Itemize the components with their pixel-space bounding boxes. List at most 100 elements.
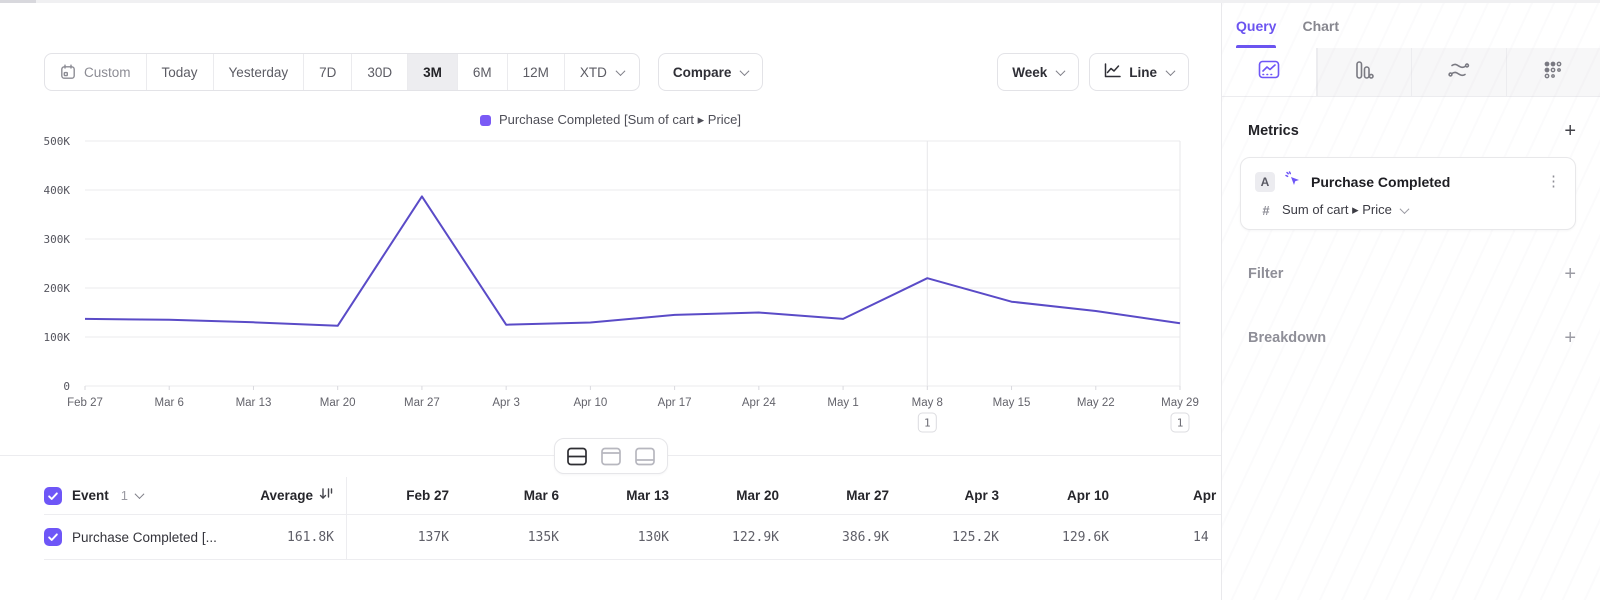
x-axis-tick-label: Mar 6 <box>155 397 184 409</box>
y-axis-tick-label: 0 <box>63 380 70 393</box>
report-canvas: Custom Today Yesterday 7D 30D 3M 6M 12M XTD Comp… <box>0 3 1222 600</box>
add-breakdown-button[interactable]: + <box>1564 327 1576 349</box>
layout-table-only-button[interactable] <box>631 444 659 468</box>
compare-button[interactable]: Compare <box>657 53 764 91</box>
table-cell-value: 125.2K <box>952 529 999 545</box>
average-column-header: Average <box>260 488 313 503</box>
table-cell-value: 129.6K <box>1062 529 1109 545</box>
svg-text:1: 1 <box>1177 417 1184 430</box>
chevron-down-icon <box>1165 65 1176 76</box>
average-value: 161.8K <box>287 529 334 545</box>
table-cell-value: 137K <box>417 529 449 545</box>
x-axis-tick-label: May 1 <box>827 397 858 409</box>
row-label: Purchase Completed [... <box>72 529 217 545</box>
x-axis-tick-label: Mar 13 <box>236 397 272 409</box>
date-range-segmented-control: Custom Today Yesterday 7D 30D 3M 6M 12M XTD <box>44 53 640 91</box>
x-axis-tick-label: Mar 27 <box>404 397 440 409</box>
event-click-icon <box>1284 170 1302 193</box>
layout-split-button[interactable] <box>562 444 591 468</box>
range-6m[interactable]: 6M <box>458 54 508 90</box>
date-column-headers: Feb 27 Mar 6 Mar 13 Mar 20 Mar 27 Apr 3 Apr 10… <box>347 488 1221 503</box>
table-cell-value: 130K <box>637 529 669 545</box>
chart-type-label: Line <box>1129 64 1157 80</box>
chart-legend[interactable]: Purchase Completed [Sum of cart ▸ Price] <box>0 112 1221 128</box>
range-custom[interactable]: Custom <box>45 54 147 90</box>
metrics-heading: Metrics <box>1248 123 1299 139</box>
panel-tabs: Query Chart <box>1222 3 1600 48</box>
range-yesterday[interactable]: Yesterday <box>214 54 305 90</box>
y-axis-tick-label: 300K <box>44 233 71 246</box>
x-axis-tick-label: Mar 20 <box>320 397 356 409</box>
x-axis-tick-label: May 15 <box>993 397 1031 409</box>
range-today[interactable]: Today <box>147 54 214 90</box>
svg-text:1: 1 <box>924 417 931 430</box>
range-30d[interactable]: 30D <box>352 54 409 90</box>
y-axis-tick-label: 500K <box>44 135 71 148</box>
scroll-indicator <box>0 0 36 3</box>
event-column-header: Event <box>72 488 109 503</box>
metric-series-badge: A <box>1255 171 1275 192</box>
x-axis-tick-label: Apr 24 <box>742 397 776 409</box>
date-column-header: Mar 27 <box>846 488 889 503</box>
legend-label: Purchase Completed [Sum of cart ▸ Price] <box>498 112 742 127</box>
x-axis-tick-label: Apr 10 <box>573 397 607 409</box>
chart-type-funnel-dots[interactable] <box>1505 48 1600 96</box>
range-3m[interactable]: 3M <box>408 54 458 90</box>
calendar-icon <box>60 64 76 80</box>
y-axis-tick-label: 100K <box>44 331 71 344</box>
date-column-header: Apr 3 <box>964 488 999 503</box>
insights-line-icon <box>1258 60 1280 84</box>
chart-type-bar[interactable] <box>1316 48 1411 96</box>
annotation-badge[interactable]: 1 <box>1170 412 1190 433</box>
x-axis-tick-label: Apr 17 <box>658 397 692 409</box>
add-metric-button[interactable]: + <box>1564 120 1576 142</box>
aggregation-selector[interactable]: Sum of cart ▸ Price <box>1282 202 1410 218</box>
layout-chart-only-button[interactable] <box>597 444 625 468</box>
chevron-down-icon[interactable] <box>134 489 145 500</box>
interval-button[interactable]: Week <box>997 53 1080 91</box>
x-axis-tick-label: May 29 <box>1161 397 1199 409</box>
x-axis-tick-label: May 22 <box>1077 397 1115 409</box>
date-column-header: Feb 27 <box>406 488 449 503</box>
chart-type-insights-line[interactable] <box>1222 48 1317 96</box>
line-chart: 0 100K 200K 300K 400K 500K Feb 27 Mar 6 Mar 13 Ma… <box>0 130 1221 440</box>
date-column-header: Apr <box>1193 488 1217 503</box>
table-cell-value: 14 <box>1193 529 1209 545</box>
range-7d[interactable]: 7D <box>304 54 353 90</box>
chevron-down-icon <box>615 65 626 76</box>
date-column-header: Mar 13 <box>626 488 669 503</box>
chevron-down-icon <box>1399 203 1410 214</box>
chart-type-button[interactable]: Line <box>1089 53 1189 91</box>
annotation-badge[interactable]: 1 <box>917 412 937 433</box>
breakdown-heading: Breakdown <box>1248 330 1327 346</box>
filter-heading: Filter <box>1248 266 1284 282</box>
table-cell-value: 386.9K <box>842 529 889 545</box>
table-header-row: Event 1 Average Feb 27 Mar 6 Mar 13 Mar 20 M… <box>44 477 1221 515</box>
flow-icon <box>1448 61 1470 84</box>
range-12m[interactable]: 12M <box>508 54 565 90</box>
tab-query[interactable]: Query <box>1236 3 1277 48</box>
row-checkbox[interactable] <box>44 528 62 546</box>
date-values: 137K 135K 130K 122.9K 386.9K 125.2K 129.6K 14 <box>347 530 1221 545</box>
line-chart-svg: 0 100K 200K 300K 400K 500K Feb 27 Mar 6 Mar 13 Ma… <box>44 135 1199 433</box>
series-line <box>84 195 1181 327</box>
legend-swatch <box>479 114 491 126</box>
sort-icon[interactable] <box>319 486 334 506</box>
x-axis-tick-label: Apr 3 <box>492 397 520 409</box>
add-filter-button[interactable]: + <box>1564 263 1576 285</box>
range-xtd[interactable]: XTD <box>565 54 639 90</box>
select-all-checkbox[interactable] <box>44 486 62 505</box>
page-top-scroll-strip <box>0 0 1600 3</box>
chevron-down-icon <box>739 65 750 76</box>
y-axis-tick-label: 400K <box>44 184 71 197</box>
funnel-dots-icon <box>1543 60 1563 85</box>
metric-menu-icon[interactable]: ⋮ <box>1546 173 1561 190</box>
event-count: 1 <box>120 488 128 503</box>
results-table: Event 1 Average Feb 27 Mar 6 Mar 13 Mar 20 M… <box>44 477 1221 560</box>
table-cell-value: 135K <box>527 529 559 545</box>
chart-type-flow[interactable] <box>1411 48 1506 96</box>
metric-name[interactable]: Purchase Completed <box>1311 173 1451 190</box>
tab-chart[interactable]: Chart <box>1302 17 1340 34</box>
number-property-icon: # <box>1262 202 1270 218</box>
table-cell-value: 122.9K <box>732 529 779 545</box>
